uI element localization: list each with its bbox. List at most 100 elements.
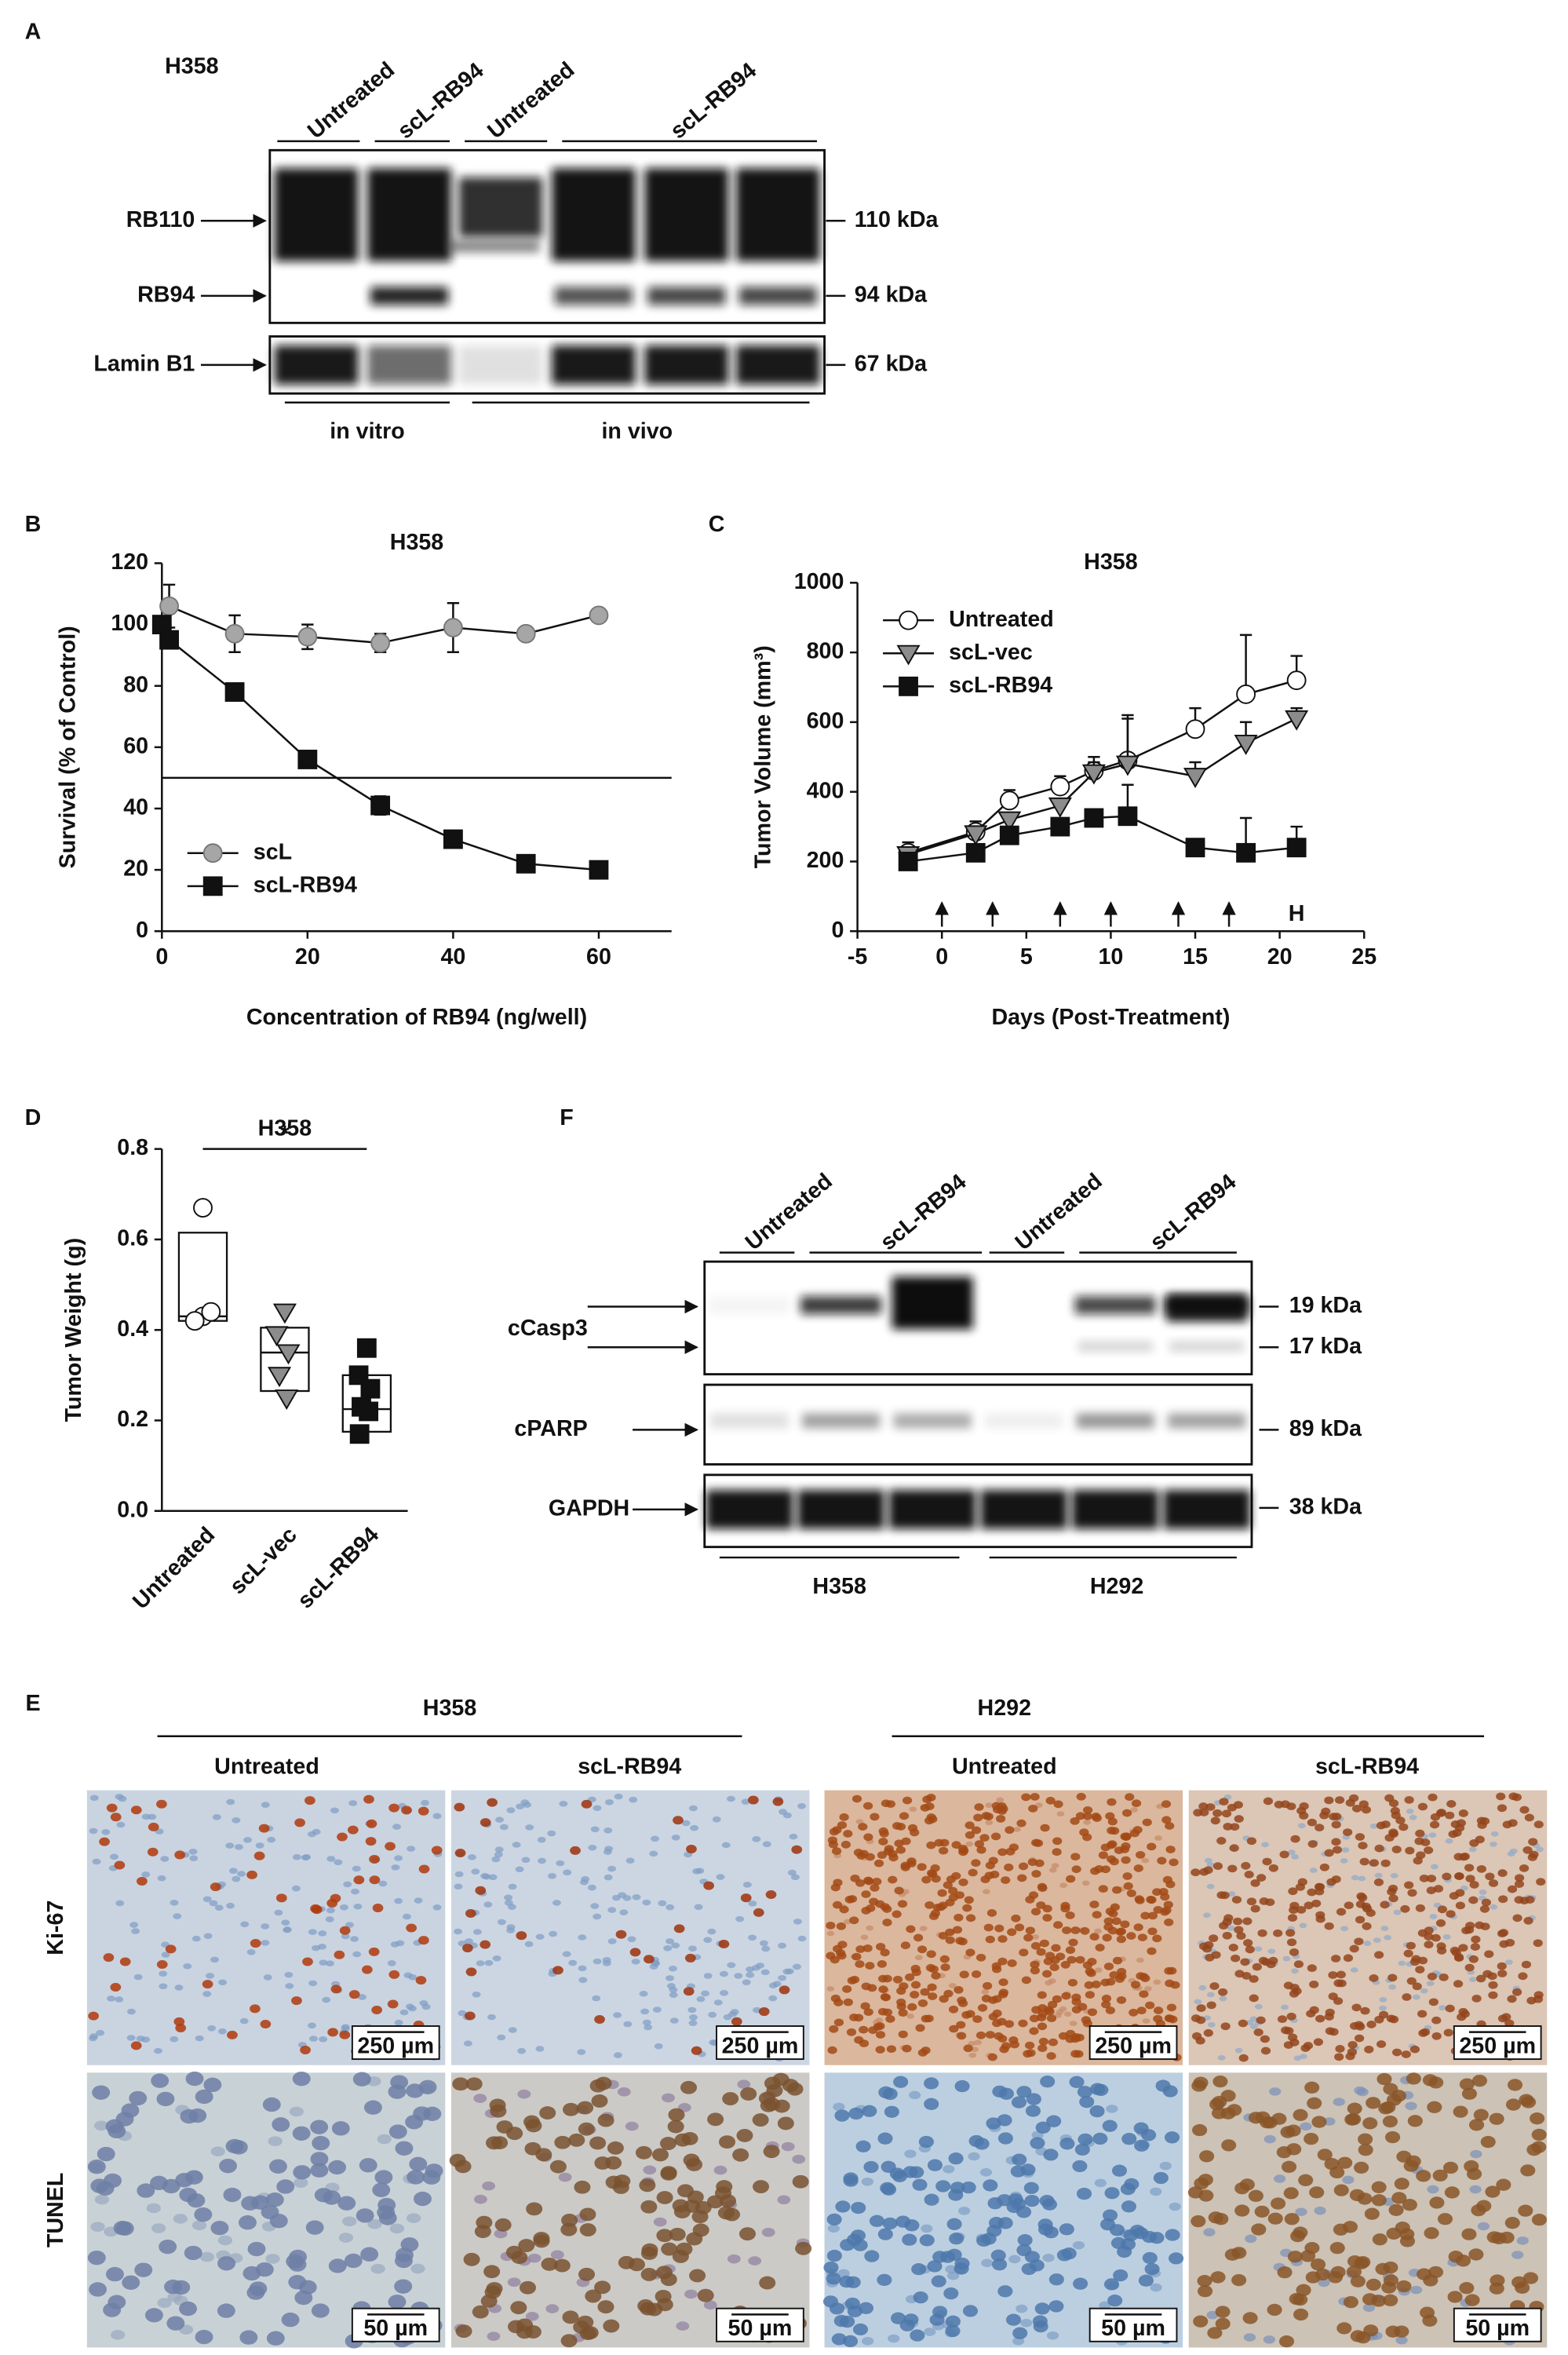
y-tick-label: 0 (831, 918, 844, 943)
stained-nucleus (1037, 2004, 1048, 2012)
stained-nucleus (1048, 2273, 1064, 2286)
stained-nucleus (579, 2207, 596, 2222)
nucleus (1390, 1873, 1398, 1879)
nucleus (1083, 1820, 1092, 1825)
x-tick-label: 20 (1267, 944, 1293, 969)
stained-nucleus (195, 2329, 213, 2345)
stained-nucleus (932, 2251, 948, 2263)
stained-nucleus (1344, 1901, 1354, 1910)
stained-nucleus (1122, 1872, 1132, 1880)
nucleus (352, 1951, 362, 1958)
stained-nucleus (1072, 2160, 1088, 2173)
stained-nucleus (1011, 1914, 1021, 1922)
stained-nucleus (695, 2200, 712, 2214)
stained-nucleus (1480, 2135, 1496, 2149)
nucleus (578, 1977, 588, 1984)
nucleus (703, 1973, 713, 1979)
nucleus (419, 1999, 428, 2006)
stained-nucleus (1300, 2250, 1316, 2262)
stained-nucleus (1025, 2105, 1041, 2117)
nucleus (1309, 1868, 1318, 1873)
stained-nucleus (965, 1914, 976, 1922)
stained-nucleus (954, 2079, 970, 2093)
stained-nucleus (1333, 1979, 1344, 1988)
nucleus (403, 1972, 413, 1979)
stained-nucleus (1234, 1815, 1244, 1823)
stained-nucleus (1415, 1829, 1425, 1838)
marker (1234, 735, 1258, 755)
nucleus (1420, 1988, 1428, 1994)
stained-nucleus (1082, 1806, 1093, 1814)
stained-nucleus (1522, 1846, 1533, 1854)
stained-nucleus (971, 1859, 981, 1868)
stained-nucleus (1391, 1846, 1402, 1853)
nucleus (350, 1936, 359, 1942)
stained-nucleus (975, 1953, 986, 1962)
nucleus (1362, 2303, 1376, 2313)
stained-nucleus (845, 2276, 861, 2288)
stained-nucleus (134, 2262, 153, 2277)
nucleus (484, 1959, 494, 1966)
nucleus (590, 1903, 600, 1909)
nucleus (1373, 1937, 1381, 1943)
blot-band (1076, 1413, 1154, 1429)
marker (1050, 776, 1070, 797)
stained-nucleus (310, 2120, 329, 2134)
stained-nucleus (997, 1935, 1008, 1943)
stained-nucleus (1248, 2112, 1264, 2124)
marker (443, 829, 463, 849)
scale-bar-label: 250 µm (357, 2033, 434, 2058)
nucleus (623, 2021, 633, 2028)
nucleus (904, 2149, 917, 2159)
nucleus (861, 2177, 873, 2186)
stained-nucleus (179, 2301, 198, 2317)
stained-nucleus (217, 2303, 235, 2318)
stained-nucleus (985, 1935, 995, 1944)
stained-nucleus (1519, 1864, 1530, 1872)
stained-nucleus (932, 1903, 943, 1911)
stained-nucleus (951, 1871, 961, 1880)
scale-bar-label: 50 µm (728, 2316, 793, 2341)
stained-nucleus (1032, 2315, 1048, 2328)
nucleus (971, 2046, 979, 2053)
stained-nucleus (347, 1825, 359, 1835)
stained-nucleus (1238, 2054, 1249, 2062)
stained-nucleus (99, 1837, 110, 1846)
stained-nucleus (878, 1838, 888, 1846)
stained-nucleus (1233, 1801, 1243, 1809)
stained-nucleus (202, 1980, 213, 1989)
stained-nucleus (740, 2087, 757, 2101)
nucleus (735, 1915, 745, 1922)
nucleus (1264, 2134, 1276, 2144)
stained-nucleus (400, 2237, 419, 2252)
stained-nucleus (312, 2135, 330, 2151)
stained-nucleus (843, 1830, 853, 1838)
nucleus (768, 1995, 778, 2002)
stained-nucleus (563, 2102, 580, 2116)
stained-nucleus (418, 2079, 437, 2094)
nucleus (405, 2003, 414, 2010)
stained-nucleus (1120, 1920, 1130, 1929)
marker (1050, 816, 1070, 837)
stained-nucleus (882, 2008, 893, 2017)
stained-nucleus (1526, 2143, 1542, 2156)
stained-nucleus (965, 1831, 975, 1839)
stained-nucleus (900, 1941, 911, 1950)
stained-nucleus (463, 2252, 480, 2266)
stained-nucleus (1337, 2156, 1353, 2169)
nucleus (625, 2121, 639, 2131)
stained-nucleus (144, 2308, 163, 2323)
stained-nucleus (1453, 1980, 1464, 1988)
nucleus (1358, 1875, 1366, 1882)
stained-nucleus (1435, 1919, 1446, 1927)
stained-nucleus (1271, 2197, 1286, 2210)
stained-nucleus (1522, 2272, 1539, 2284)
y-tick-label: 600 (807, 708, 844, 733)
y-tick-label: 0.8 (117, 1135, 148, 1160)
nucleus (1031, 1934, 1039, 1940)
stained-nucleus (594, 2280, 611, 2295)
nucleus (116, 1821, 126, 1828)
stained-nucleus (1221, 1809, 1232, 1818)
stained-nucleus (1420, 2306, 1435, 2319)
stained-nucleus (641, 2243, 658, 2257)
